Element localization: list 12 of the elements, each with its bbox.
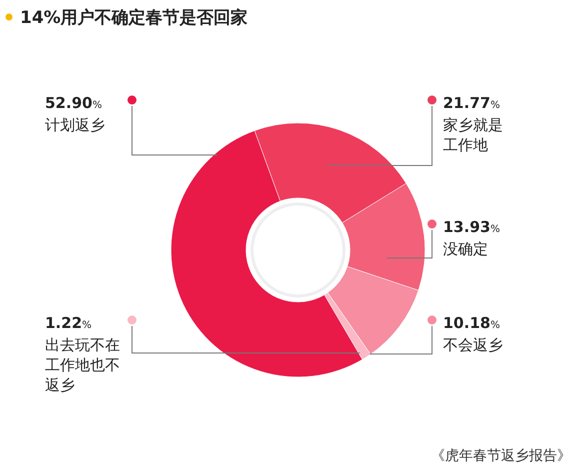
data-label: 52.90% (45, 94, 102, 112)
slice-label: 计划返乡 (45, 116, 105, 134)
legend-label: 出去玩不在工作地也不返乡 (45, 336, 120, 394)
data-label: 10.18% (443, 314, 500, 332)
text: 《虎年春节返乡报告》 (431, 448, 571, 464)
legend-label: 没确定 (443, 240, 488, 258)
legend-label: 不会返乡 (443, 336, 503, 354)
data-label: 1.22% (45, 314, 92, 332)
legend-label: 家乡就是工作地 (443, 116, 503, 154)
data-label: 13.93% (443, 218, 500, 236)
data-label: 21.77% (443, 94, 500, 112)
chart-title: 14%用户不确定春节是否回家 (20, 8, 248, 28)
